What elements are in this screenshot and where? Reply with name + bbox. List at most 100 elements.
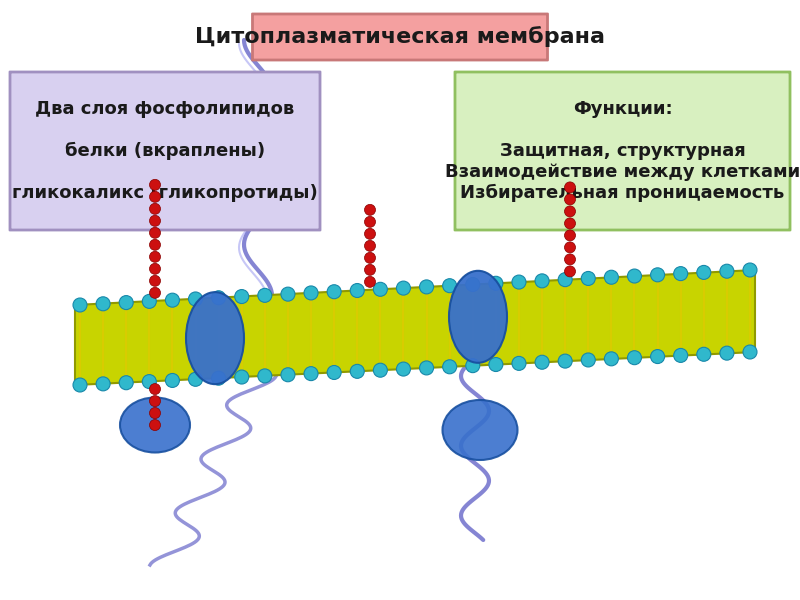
- Circle shape: [119, 376, 134, 390]
- Circle shape: [565, 242, 575, 253]
- Circle shape: [565, 182, 575, 193]
- Circle shape: [150, 191, 161, 202]
- Circle shape: [489, 358, 503, 371]
- Circle shape: [442, 278, 457, 293]
- Circle shape: [150, 383, 161, 395]
- Circle shape: [604, 270, 618, 284]
- Circle shape: [419, 361, 434, 375]
- Circle shape: [150, 275, 161, 286]
- Circle shape: [627, 269, 642, 283]
- Circle shape: [720, 264, 734, 278]
- Circle shape: [150, 263, 161, 274]
- Circle shape: [96, 377, 110, 391]
- Circle shape: [466, 359, 480, 373]
- Circle shape: [189, 292, 202, 306]
- Circle shape: [350, 284, 364, 298]
- Circle shape: [374, 283, 387, 296]
- Circle shape: [365, 217, 375, 227]
- Circle shape: [489, 276, 503, 290]
- Circle shape: [535, 274, 549, 288]
- Circle shape: [304, 367, 318, 380]
- Circle shape: [512, 275, 526, 289]
- Circle shape: [150, 227, 161, 238]
- Circle shape: [558, 272, 572, 287]
- Circle shape: [166, 373, 179, 388]
- Circle shape: [212, 371, 226, 385]
- Circle shape: [365, 229, 375, 239]
- Circle shape: [397, 362, 410, 376]
- Circle shape: [365, 205, 375, 215]
- Circle shape: [650, 268, 665, 282]
- Circle shape: [258, 289, 272, 302]
- Circle shape: [281, 368, 295, 382]
- Circle shape: [365, 277, 375, 287]
- Circle shape: [743, 263, 757, 277]
- Circle shape: [189, 373, 202, 386]
- Circle shape: [350, 364, 364, 379]
- Circle shape: [365, 253, 375, 263]
- Circle shape: [650, 350, 665, 364]
- Circle shape: [565, 194, 575, 205]
- FancyBboxPatch shape: [10, 72, 320, 230]
- Circle shape: [466, 277, 480, 292]
- Circle shape: [697, 265, 710, 280]
- Circle shape: [150, 287, 161, 298]
- Circle shape: [150, 239, 161, 250]
- Circle shape: [365, 241, 375, 251]
- Circle shape: [442, 360, 457, 374]
- Circle shape: [258, 369, 272, 383]
- Circle shape: [558, 354, 572, 368]
- Circle shape: [397, 281, 410, 295]
- Circle shape: [96, 297, 110, 311]
- Circle shape: [73, 378, 87, 392]
- Circle shape: [582, 353, 595, 367]
- Circle shape: [166, 293, 179, 307]
- Ellipse shape: [442, 400, 518, 460]
- Circle shape: [535, 355, 549, 369]
- Circle shape: [150, 215, 161, 226]
- Circle shape: [327, 285, 341, 299]
- Circle shape: [73, 298, 87, 312]
- Circle shape: [150, 203, 161, 214]
- Circle shape: [674, 266, 688, 281]
- Circle shape: [150, 419, 161, 431]
- Circle shape: [281, 287, 295, 301]
- Circle shape: [565, 218, 575, 229]
- Text: Цитоплазматическая мембрана: Цитоплазматическая мембрана: [195, 26, 605, 47]
- Circle shape: [565, 206, 575, 217]
- Circle shape: [119, 296, 134, 310]
- Circle shape: [419, 280, 434, 294]
- Ellipse shape: [120, 397, 190, 452]
- Circle shape: [604, 352, 618, 366]
- Circle shape: [150, 179, 161, 190]
- Circle shape: [565, 266, 575, 277]
- Circle shape: [142, 374, 156, 389]
- Circle shape: [150, 395, 161, 407]
- Ellipse shape: [449, 271, 507, 363]
- Circle shape: [304, 286, 318, 300]
- Circle shape: [374, 363, 387, 377]
- Circle shape: [512, 356, 526, 370]
- Circle shape: [150, 407, 161, 419]
- Circle shape: [627, 350, 642, 365]
- Circle shape: [150, 251, 161, 262]
- Circle shape: [327, 365, 341, 379]
- Circle shape: [565, 254, 575, 265]
- Circle shape: [234, 290, 249, 304]
- FancyBboxPatch shape: [253, 14, 547, 60]
- Text: Два слоя фосфолипидов

белки (вкраплены)

гликокаликс (гликопротиды): Два слоя фосфолипидов белки (вкраплены) …: [12, 100, 318, 202]
- Circle shape: [720, 346, 734, 360]
- FancyBboxPatch shape: [455, 72, 790, 230]
- Circle shape: [697, 347, 710, 361]
- Circle shape: [582, 271, 595, 286]
- Circle shape: [142, 295, 156, 308]
- Circle shape: [234, 370, 249, 384]
- Circle shape: [212, 291, 226, 305]
- Circle shape: [565, 230, 575, 241]
- Text: Функции:

Защитная, структурная
Взаимодействие между клетками
Избирательная прон: Функции: Защитная, структурная Взаимодей…: [445, 100, 800, 202]
- Polygon shape: [75, 270, 755, 385]
- Circle shape: [365, 265, 375, 275]
- Ellipse shape: [186, 292, 244, 384]
- Circle shape: [743, 345, 757, 359]
- Circle shape: [674, 349, 688, 362]
